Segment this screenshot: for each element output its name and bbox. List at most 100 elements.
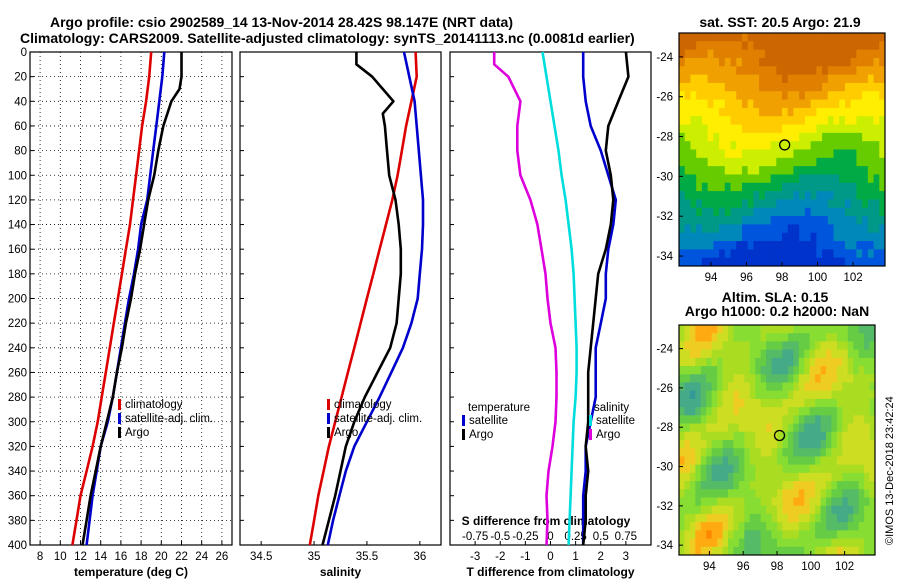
map-cell [749,366,756,375]
map-cell [749,423,756,433]
map-cell [755,546,762,556]
map-cell [850,224,857,234]
map-cell [770,174,777,184]
map-cell [684,374,691,383]
map-cell [809,522,816,531]
map-cell [684,448,691,457]
map-cell [822,199,829,209]
map-cell [733,538,740,548]
map-cell [777,341,783,351]
map-cell [793,374,800,383]
diff-legend-title-temp: temperature [468,402,530,414]
map-cell [753,199,760,209]
map-cell [867,174,874,184]
map-cell [839,166,846,175]
map-cell [809,341,816,351]
map-cell [804,166,812,175]
map-cell [749,440,756,449]
map-cell [679,82,686,92]
sal-xtick-label: 35.5 [356,551,378,563]
map-cell [869,538,876,548]
map-cell [820,481,827,490]
map-cell [827,249,834,259]
map-cell [862,49,869,59]
map-cell [695,398,702,408]
map-cell [850,207,857,217]
map-cell [690,216,697,225]
sal-legend-swatch [327,427,330,438]
map-cell [782,249,789,259]
map-cell [850,141,857,150]
map-cell [804,481,811,490]
map-cell [782,398,789,408]
map-cell [711,440,718,449]
map-cell [771,456,778,466]
temp-ytick-label: 260 [8,367,27,379]
map-cell [713,241,720,250]
map-cell [689,464,696,474]
map-cell [744,530,751,539]
map-cell [706,481,713,490]
map-cell [844,82,852,92]
map-cell [793,216,800,225]
map-cell [776,41,783,51]
map-cell [782,91,789,100]
map-cell [696,41,703,51]
map-cell [679,325,685,334]
map-cell [753,57,760,67]
map-cell [719,157,726,167]
map-cell [719,33,726,42]
map-cell [815,390,821,400]
map-cell [690,82,697,92]
map-cell [873,224,880,234]
map-cell [815,530,821,539]
temp-ytick-label: 380 [8,515,27,527]
map-cell [810,207,817,217]
map-cell [839,232,846,242]
map-cell [760,481,767,490]
map-cell [695,505,702,515]
map-cell [799,257,806,267]
map-cell [804,431,811,441]
map-cell [826,357,832,367]
map-cell [836,481,843,490]
map-cell [747,141,754,150]
map-cell [822,207,829,217]
map-cell [793,497,800,507]
map-cell [816,182,823,192]
map-cell [820,505,827,515]
map-cell [782,546,789,556]
map-cell [804,546,811,556]
map-cell [820,325,827,334]
map-cell [684,481,691,490]
map-cell [856,157,863,167]
map-cell [684,82,691,92]
map-cell [787,107,794,117]
map-cell [706,407,713,416]
map-cell [842,497,849,507]
diff-legend-title-sal: salinity [594,402,629,414]
map-cell [724,241,731,250]
map-cell [777,530,783,539]
map-cell [831,357,838,367]
argo-location-marker [779,139,791,151]
map-cell [713,174,720,184]
map-cell [724,182,731,192]
map-cell [771,497,778,507]
map-cell [744,431,751,441]
map-cell [684,132,691,142]
map-cell [711,325,718,334]
map-ytick-label: -32 [656,211,673,223]
map-cell [793,107,800,117]
map-cell [810,149,817,159]
map-cell [719,74,726,84]
map-cell [820,407,827,416]
map-cell [759,174,766,184]
map-cell [853,398,860,408]
map-cell [822,66,829,76]
map-cell [850,132,857,142]
map-cell [679,448,685,457]
map-cell [701,116,709,125]
diff-series-line [581,52,618,545]
map-cell [728,325,734,334]
